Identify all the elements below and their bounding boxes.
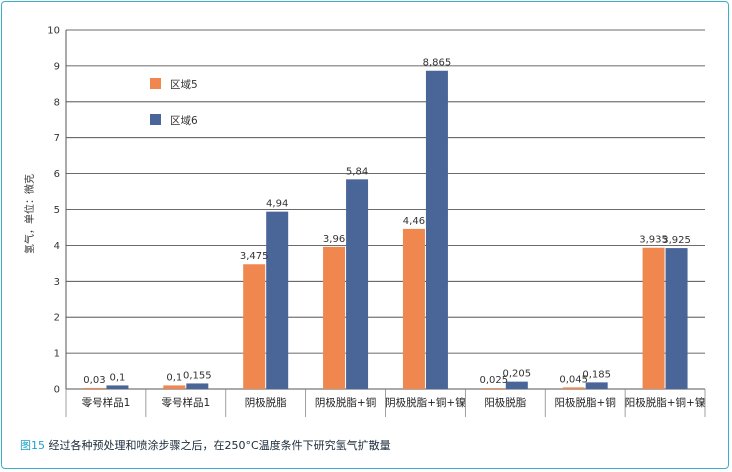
legend: 区域5 区域6 [150, 78, 198, 127]
data-label: 0,045 [559, 374, 588, 385]
y-tick-label: 5 [54, 205, 60, 216]
x-category-label: 零号样品1 [161, 396, 210, 409]
data-label: 0,1 [109, 372, 125, 383]
bar-zone5 [642, 247, 665, 389]
y-tick-label: 4 [54, 241, 60, 252]
y-tick-label: 10 [47, 26, 60, 37]
bar-zone6 [266, 211, 289, 389]
data-label: 4,46 [403, 216, 425, 227]
bars [83, 70, 688, 390]
x-axis-categories: 零号样品1 零号样品1 阴极脱脂 阴极脱脂+铜 阴极脱脂+铜+镍 阳极脱脂 阳极脱脂+铜 阳极… [65, 389, 706, 417]
data-label: 0,205 [502, 369, 531, 380]
x-category-label: 阴极脱脂+铜 [315, 396, 376, 409]
legend-label: 区域5 [170, 78, 198, 91]
bar-zone6 [346, 179, 369, 389]
y-axis-ticks: 0 1 2 3 4 5 6 7 8 9 10 [47, 26, 60, 396]
legend-swatch [150, 114, 161, 125]
x-category-label: 阴极脱脂 [245, 396, 287, 409]
y-tick-label: 3 [54, 277, 60, 288]
bar-zone6 [505, 381, 528, 389]
data-label: 3,96 [323, 234, 345, 245]
y-tick-label: 1 [54, 349, 60, 360]
bar-zone5 [163, 385, 186, 389]
data-label: 0,1 [166, 372, 182, 383]
y-tick-label: 7 [54, 133, 60, 144]
data-label: 3,925 [662, 235, 691, 246]
bar-zone6 [425, 70, 448, 390]
y-tick-label: 0 [54, 385, 60, 396]
gridlines [65, 29, 705, 390]
x-category-label: 阳极脱脂+铜+镍 [625, 396, 706, 409]
legend-swatch [150, 78, 161, 89]
figure-number: 图15 [20, 439, 45, 452]
x-category-label: 阳极脱脂 [484, 396, 526, 409]
y-tick-label: 9 [54, 61, 60, 72]
data-label: 0,025 [479, 375, 508, 386]
bar-zone5 [323, 246, 346, 389]
y-tick-label: 8 [54, 97, 60, 108]
y-axis-title: 氢气，单位：微克 [23, 174, 36, 254]
data-label: 4,94 [266, 199, 288, 210]
x-category-label: 阴极脱脂+铜+镍 [385, 396, 466, 409]
x-category-label: 阳极脱脂+铜 [555, 396, 616, 409]
data-label: 3,475 [240, 251, 269, 262]
bar-zone5 [83, 387, 106, 389]
data-label: 0,185 [582, 369, 611, 380]
bar-zone6 [585, 382, 608, 389]
bar-zone6 [665, 248, 688, 389]
data-label: 8,865 [423, 58, 452, 69]
y-tick-label: 6 [54, 169, 60, 180]
data-label: 0,03 [83, 375, 105, 386]
x-category-label: 零号样品1 [82, 396, 131, 409]
figure-caption: 图15 经过各种预处理和喷涂步骤之后，在250°C温度条件下研究氢气扩散量 [20, 437, 391, 453]
data-label: 0,155 [183, 370, 212, 381]
bar-zone5 [562, 387, 585, 389]
bar-zone6 [186, 383, 209, 389]
data-label: 5,84 [346, 166, 368, 177]
y-tick-label: 2 [54, 313, 60, 324]
data-labels: 0,03 0,1 0,1 0,1553,4754,943,965,844,468,86… [83, 58, 691, 386]
bar-zone5 [402, 228, 425, 389]
bar-zone5 [243, 264, 266, 389]
figure-caption-text: 经过各种预处理和喷涂步骤之后，在250°C温度条件下研究氢气扩散量 [48, 439, 391, 452]
legend-label: 区域6 [170, 114, 198, 127]
bar-zone6 [106, 385, 129, 389]
bar-zone5 [482, 388, 505, 389]
data-label: 3,935 [639, 235, 668, 246]
